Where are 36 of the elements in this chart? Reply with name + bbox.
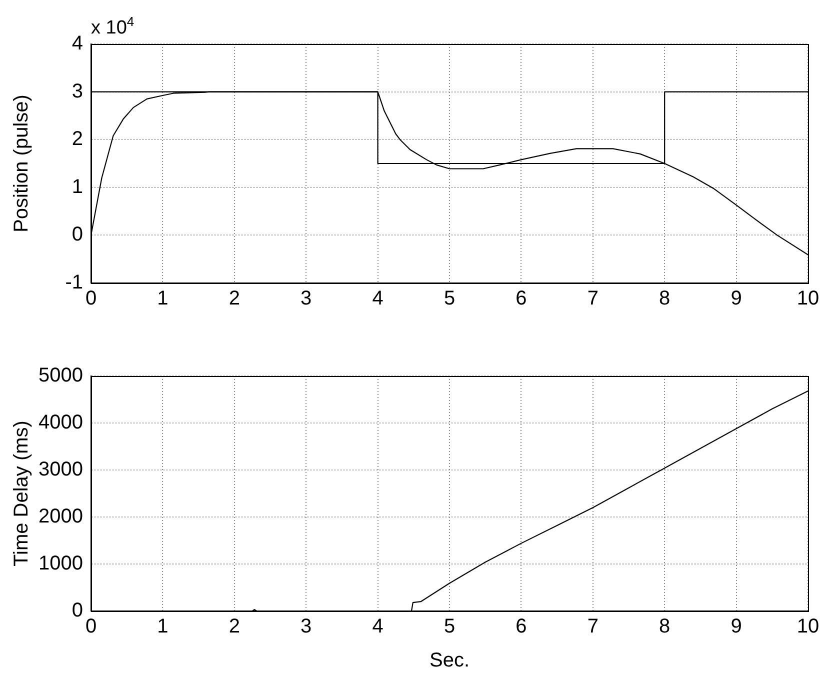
y-tick-label: 0 bbox=[72, 224, 83, 246]
x-tick-label: 8 bbox=[659, 288, 670, 310]
y-tick-label: 4 bbox=[72, 32, 83, 55]
x-tick-label: 2 bbox=[228, 616, 240, 638]
text: x 10$^{4}$ bbox=[91, 14, 134, 38]
x-tick-label: 1 bbox=[157, 288, 168, 310]
x-tick-label: 9 bbox=[730, 288, 742, 310]
x-tick-label: 4 bbox=[372, 288, 384, 310]
x-axis-title: Sec. bbox=[429, 650, 470, 672]
x-tick-label: 7 bbox=[587, 288, 598, 310]
x-tick-label: 6 bbox=[516, 288, 527, 310]
y-tick-label: 4000 bbox=[38, 412, 83, 434]
x-tick-label: 1 bbox=[157, 616, 168, 638]
y-tick-label: 1000 bbox=[38, 552, 83, 575]
y-tick-label: 0 bbox=[72, 600, 83, 622]
x-tick-label: 4 bbox=[372, 616, 384, 638]
y-tick-label: 2 bbox=[72, 128, 83, 150]
x-tick-label: 7 bbox=[587, 616, 598, 638]
x-tick-label: 10 bbox=[796, 288, 820, 310]
y-axis-title: Position (pulse) bbox=[10, 94, 33, 232]
y-tick-label: 1 bbox=[72, 176, 83, 198]
x-tick-label: 2 bbox=[228, 288, 240, 310]
y-tick-label: -1 bbox=[65, 272, 83, 294]
y-tick-label: 2000 bbox=[38, 506, 83, 528]
x-tick-label: 6 bbox=[516, 616, 527, 638]
x-tick-label: 8 bbox=[659, 616, 670, 638]
x-tick-label: 3 bbox=[300, 288, 312, 310]
x-tick-label: 10 bbox=[796, 616, 820, 638]
x-tick-label: 5 bbox=[444, 288, 456, 310]
x-tick-label: 5 bbox=[444, 616, 456, 638]
x-tick-label: 9 bbox=[730, 616, 742, 638]
y-tick-label: 5000 bbox=[38, 364, 83, 387]
x-tick-label: 3 bbox=[300, 616, 312, 638]
y-tick-label: 3 bbox=[72, 80, 83, 102]
y-tick-label: 3000 bbox=[38, 458, 83, 481]
y-axis-title: Time Delay (ms) bbox=[10, 420, 33, 566]
